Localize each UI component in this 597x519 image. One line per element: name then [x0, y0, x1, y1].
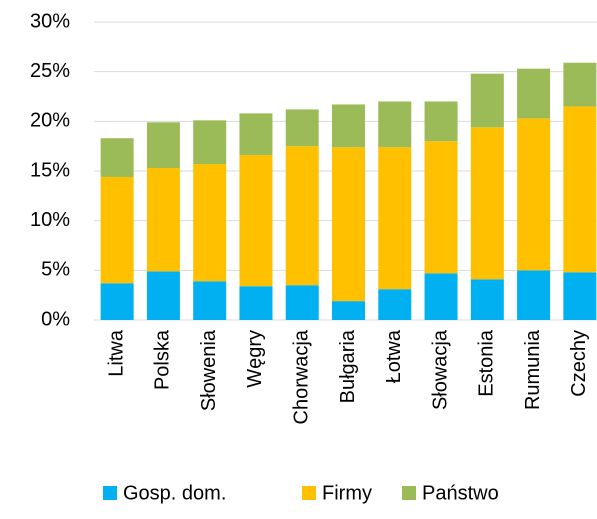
bar-segment [424, 273, 458, 320]
bar-segment [563, 106, 597, 273]
x-tick-label: Słowacja [429, 329, 451, 410]
bar-segment [378, 147, 412, 290]
bar-segment [100, 283, 134, 320]
x-tick-label: Estonia [476, 329, 498, 397]
bar-segment [239, 113, 273, 156]
x-tick-label: Rumunia [522, 329, 544, 410]
x-tick-label: Czechy [568, 330, 590, 397]
y-tick-label: 25% [30, 60, 70, 82]
bar-segment [424, 141, 458, 274]
bar-segment [100, 138, 134, 177]
x-tick-label: Polska [152, 329, 174, 390]
legend-swatch [103, 486, 117, 500]
legend-swatch [302, 486, 316, 500]
bar-segment [378, 289, 412, 320]
bar-segment [332, 301, 365, 320]
y-tick-label: 15% [30, 159, 70, 181]
bar-segment [239, 286, 273, 320]
bar-segment [285, 285, 319, 320]
bar-segment [470, 127, 504, 280]
bar-segment [517, 68, 551, 119]
x-tick-label: Chorwacja [291, 329, 313, 424]
x-tick-label: Słowenia [198, 329, 220, 411]
legend-label: Państwo [422, 482, 499, 504]
bar-segment [332, 147, 365, 302]
bar-segment [285, 146, 319, 286]
bar-segment [100, 176, 134, 284]
y-tick-label: 10% [30, 209, 70, 231]
x-tick-label: Bułgaria [337, 329, 359, 403]
bar-segment [470, 73, 504, 128]
bar-segment [239, 155, 273, 287]
bar-segment [517, 270, 551, 320]
bar-segment [424, 101, 458, 142]
legend-label: Gosp. dom. [123, 482, 226, 504]
bar-segment [517, 118, 551, 271]
y-tick-label: 5% [41, 259, 70, 281]
bar-segment [563, 272, 597, 320]
bar-segment [378, 101, 412, 148]
legend-label: Firmy [322, 482, 372, 504]
bar-segment [146, 168, 180, 272]
x-tick-label: Węgry [244, 330, 266, 388]
bar-segment [146, 122, 180, 169]
y-tick-label: 20% [30, 110, 70, 132]
bar-segment [193, 120, 227, 165]
x-tick-label: Łotwa [383, 329, 405, 383]
bar-segment [285, 109, 319, 147]
bar-segment [332, 104, 365, 148]
bar-segment [193, 281, 227, 320]
bar-segment [563, 62, 597, 107]
legend-swatch [402, 486, 416, 500]
y-tick-label: 0% [41, 308, 70, 330]
bar-segment [146, 271, 180, 320]
y-tick-label: 30% [30, 10, 70, 32]
bar-segment [470, 279, 504, 320]
x-tick-label: Litwa [105, 329, 127, 377]
bar-segment [193, 164, 227, 282]
